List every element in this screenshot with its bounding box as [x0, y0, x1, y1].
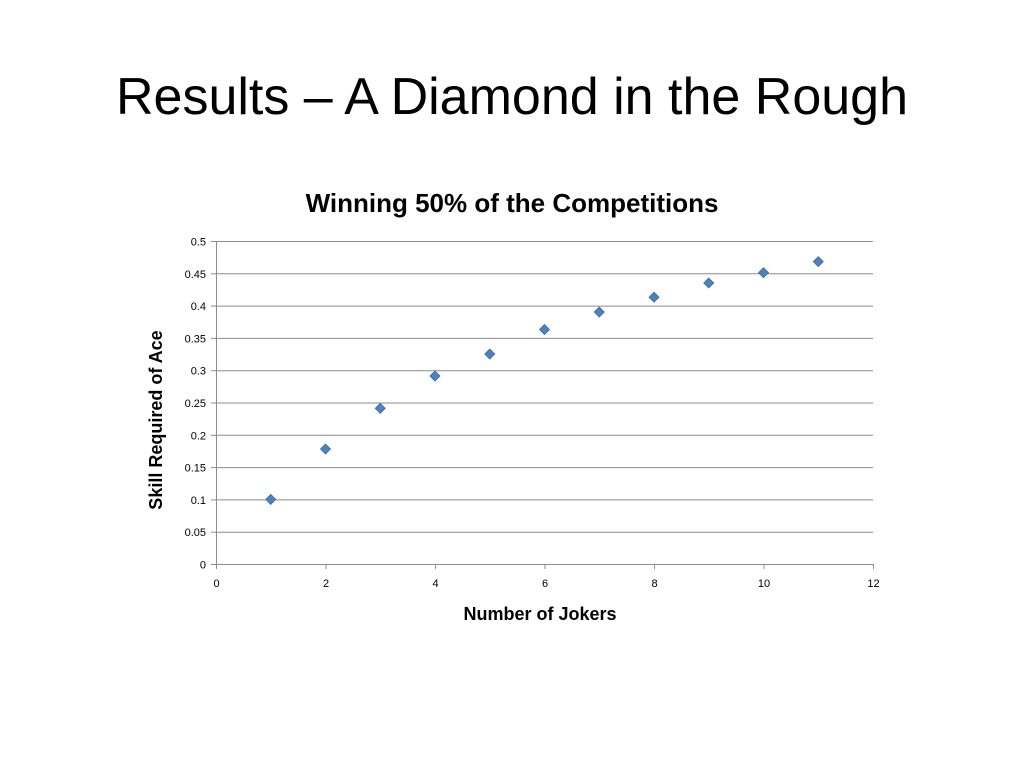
data-point-8: [648, 291, 660, 303]
gridlines: [216, 241, 873, 565]
data-point-1: [265, 493, 277, 505]
y-tick-label-7: 0.35: [185, 333, 206, 345]
data-point-9: [703, 277, 715, 289]
y-tick-label-5: 0.25: [185, 398, 206, 410]
y-axis-label: Skill Required of Ace: [146, 330, 166, 509]
data-point-11: [812, 256, 824, 268]
x-tick-label-0: 0: [213, 578, 219, 590]
y-tick-label-8: 0.4: [191, 301, 206, 313]
y-tick-label-6: 0.3: [191, 366, 206, 378]
tick-labels: 0 0.05 0.1 0.15 0.2 0.25 0.3 0.35 0.4 0.45 0.5 0 2 4 6…: [185, 237, 880, 591]
x-tick-label-5: 10: [758, 578, 770, 590]
x-tick-label-4: 8: [651, 578, 657, 590]
chart-title: Winning 50% of the Competitions: [306, 188, 719, 218]
x-tick-label-6: 12: [867, 578, 879, 590]
data-point-4: [429, 370, 441, 382]
slide-title: Results – A Diamond in the Rough: [115, 68, 909, 126]
x-tick-label-1: 2: [323, 578, 329, 590]
y-tick-label-4: 0.2: [191, 430, 206, 442]
data-point-2: [319, 443, 332, 455]
x-tick-label-2: 4: [432, 578, 438, 590]
axes: [211, 241, 874, 569]
data-point-6: [538, 323, 551, 336]
data-point-7: [593, 306, 605, 318]
x-axis-label: Number of Jokers: [463, 604, 616, 624]
x-tick-label-3: 6: [542, 578, 548, 590]
y-tick-label-3: 0.15: [185, 463, 206, 475]
data-points: [265, 256, 824, 505]
data-point-10: [757, 267, 770, 279]
data-point-3: [374, 402, 386, 414]
y-tick-label-9: 0.45: [185, 269, 206, 281]
y-tick-label-2: 0.1: [191, 495, 206, 507]
y-tick-label-1: 0.05: [185, 527, 206, 539]
data-point-5: [484, 348, 496, 360]
y-tick-label-10: 0.5: [191, 237, 206, 249]
y-tick-label-0: 0: [200, 560, 206, 572]
